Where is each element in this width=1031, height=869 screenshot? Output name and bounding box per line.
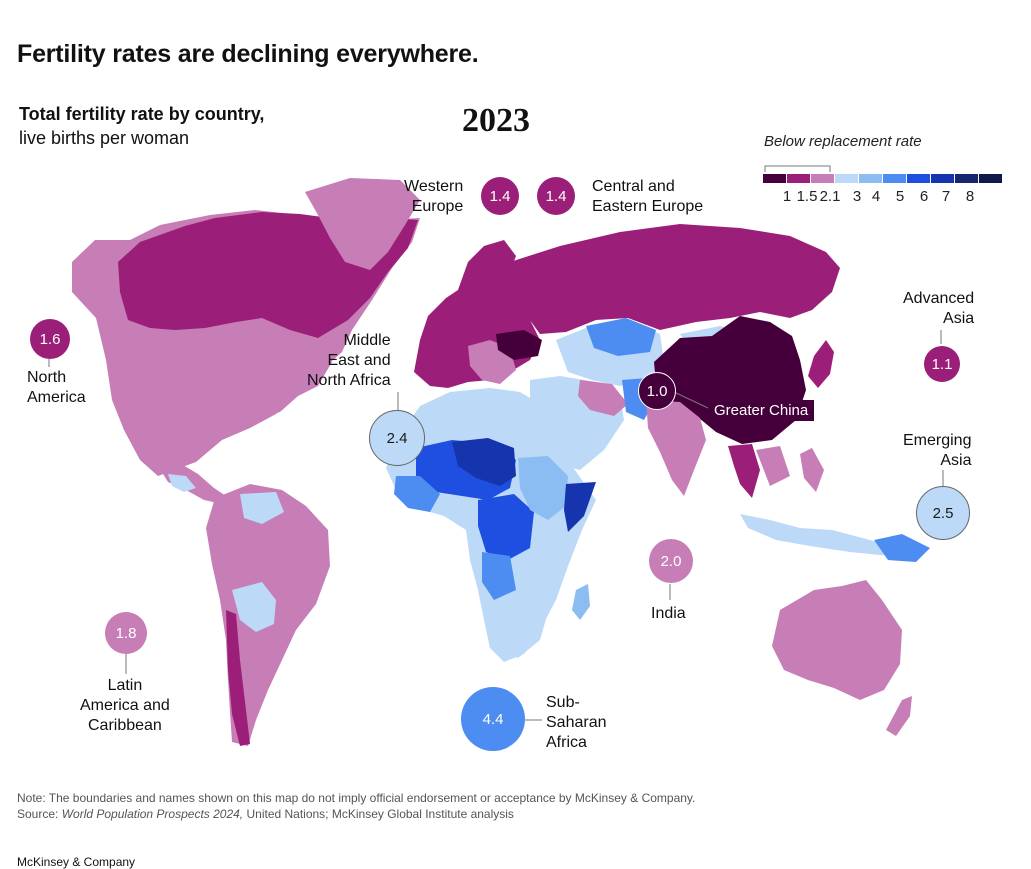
bubble-greater-china: 1.0 (638, 372, 676, 410)
india-shape (646, 400, 706, 496)
year-label: 2023 (462, 102, 530, 139)
bubble-western-europe: 1.4 (481, 177, 519, 215)
somalia-shape (564, 482, 596, 532)
angola-shape (482, 552, 516, 600)
legend-swatch (931, 174, 954, 183)
headline: Fertility rates are declining everywhere… (17, 40, 479, 68)
label-advanced-asia: Advanced Asia (903, 290, 975, 327)
west-africa-shape (394, 476, 440, 512)
brazil-blue (240, 492, 284, 524)
se-asia-shape (728, 444, 760, 498)
legend-swatch (811, 174, 834, 183)
se-asia-light (756, 446, 790, 486)
central-america-shape (158, 462, 226, 504)
label-greater-china: Greater China (708, 400, 815, 421)
south-america-blue (232, 582, 276, 632)
legend-swatch (907, 174, 930, 183)
papua-shape (874, 534, 930, 562)
label-central-eastern-europe: Central and Eastern Europe (592, 178, 704, 215)
australia-shape (772, 580, 902, 700)
southern-africa-shape (494, 598, 548, 658)
legend-swatch (955, 174, 978, 183)
central-america-blue (168, 474, 196, 492)
legend-color-bar (763, 174, 1002, 183)
label-sub-saharan-africa: Sub- Saharan Africa (546, 694, 607, 751)
legend-tick-label: 3 (852, 188, 862, 205)
bubble-advanced-asia: 1.1 (924, 346, 960, 382)
legend-tick-label: 7 (941, 188, 951, 205)
congo-shape (478, 494, 534, 560)
legend-swatch (763, 174, 786, 183)
label-western-europe: Western Europe (404, 178, 464, 215)
japan-shape (808, 340, 834, 388)
legend-swatch (979, 174, 1002, 183)
bubble-india: 2.0 (649, 539, 693, 583)
russia-shape (510, 224, 840, 334)
legend-title: Below replacement rate (764, 133, 922, 150)
new-zealand-shape (886, 696, 912, 736)
footnote: Note: The boundaries and names shown on … (17, 791, 696, 805)
legend-tick-label: 1 (782, 188, 792, 205)
label-emerging-asia: Emerging Asia (903, 432, 972, 469)
legend-swatch (859, 174, 882, 183)
source-rest: United Nations; McKinsey Global Institut… (243, 807, 514, 821)
label-north-america: North America (27, 369, 86, 406)
brand-logo-text: McKinsey & Company (17, 855, 136, 869)
source-prefix: Source: (17, 807, 62, 821)
map-shapes (72, 178, 930, 746)
east-africa-shape (518, 456, 568, 520)
legend-tick-label: 1.5 (796, 188, 818, 205)
bubble-sub-saharan-africa: 4.4 (461, 687, 525, 751)
scandinavia-shape (458, 240, 516, 306)
bubble-latin-america: 1.8 (105, 612, 147, 654)
source-title: World Population Prospects 2024, (61, 807, 244, 821)
source-line: Source: World Population Prospects 2024,… (17, 807, 514, 821)
central-africa-shape (452, 438, 516, 486)
chart-unit: live births per woman (19, 128, 190, 148)
iran-shape (578, 380, 628, 416)
usa-shape (128, 320, 332, 420)
legend-swatch (883, 174, 906, 183)
bubble-north-america: 1.6 (30, 319, 70, 359)
leader-lines (48, 330, 944, 721)
ukraine-shape (496, 330, 542, 360)
greenland-shape (305, 178, 420, 270)
legend-tick-label: 6 (919, 188, 929, 205)
philippines-shape (800, 448, 824, 492)
bubble-emerging-asia: 2.5 (916, 486, 970, 540)
indonesia-shape (740, 514, 900, 556)
bubble-mena: 2.4 (369, 410, 425, 466)
bubble-central-eastern-europe: 1.4 (537, 177, 575, 215)
legend-bracket (764, 165, 831, 172)
legend-tick-label: 4 (871, 188, 881, 205)
legend-swatch (787, 174, 810, 183)
label-mena: Middle East and North Africa (307, 332, 391, 389)
legend-swatch (835, 174, 858, 183)
legend-tick-label: 8 (965, 188, 975, 205)
kazakhstan-shape (586, 318, 656, 356)
chart-subtitle: Total fertility rate by country, (19, 104, 265, 124)
label-india: India (651, 605, 686, 622)
legend-tick-label: 2.1 (819, 188, 841, 205)
label-latin-america: Latin America and Caribbean (80, 677, 170, 734)
madagascar-shape (572, 584, 590, 620)
legend-tick-label: 5 (895, 188, 905, 205)
chile-shape (226, 610, 250, 746)
